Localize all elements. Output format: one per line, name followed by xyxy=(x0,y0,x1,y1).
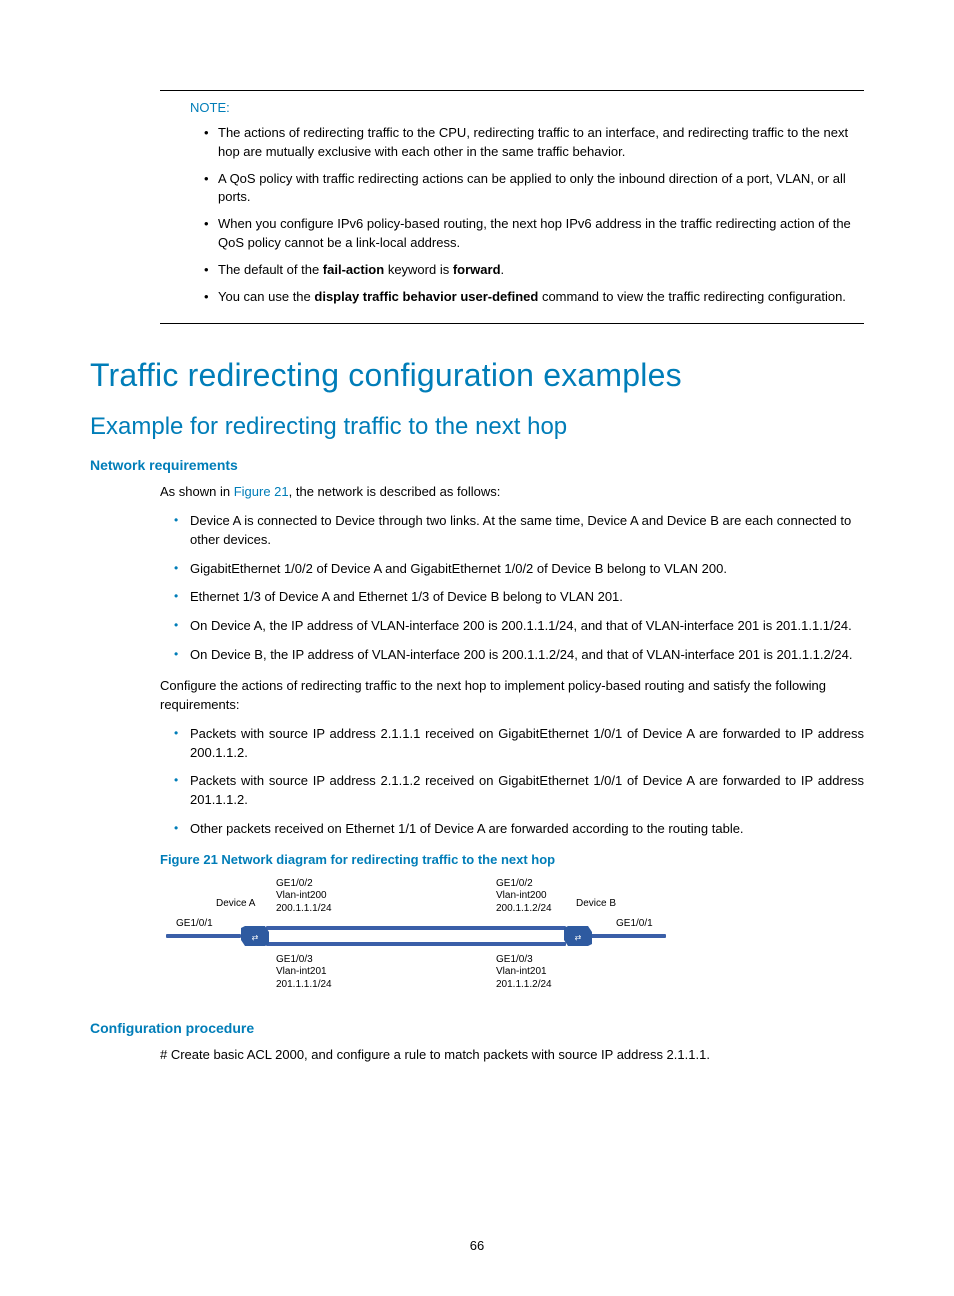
heading-2: Example for redirecting traffic to the n… xyxy=(90,410,864,445)
note-item: When you configure IPv6 policy-based rou… xyxy=(204,215,864,253)
heading-3-config-proc: Configuration procedure xyxy=(90,1018,864,1038)
switch-a-icon: ⇄ xyxy=(241,926,269,944)
figure-caption: Figure 21 Network diagram for redirectin… xyxy=(160,851,864,870)
list-item: Packets with source IP address 2.1.1.1 r… xyxy=(160,725,864,763)
procedure-line: # Create basic ACL 2000, and configure a… xyxy=(160,1046,864,1065)
config-intro: Configure the actions of redirecting tra… xyxy=(160,677,864,715)
heading-1: Traffic redirecting configuration exampl… xyxy=(90,352,864,398)
list-item: Ethernet 1/3 of Device A and Ethernet 1/… xyxy=(160,588,864,607)
label-a-bot: GE1/0/3 Vlan-int201 201.1.1.1/24 xyxy=(276,954,332,992)
label-device-a: Device A xyxy=(216,898,255,911)
page: NOTE: The actions of redirecting traffic… xyxy=(0,0,954,1296)
note-label: NOTE: xyxy=(190,99,864,118)
diagram-line xyxy=(591,934,666,938)
list-item: Device A is connected to Device through … xyxy=(160,512,864,550)
label-ge101-right: GE1/0/1 xyxy=(616,918,653,931)
page-number: 66 xyxy=(0,1237,954,1256)
list-item: Packets with source IP address 2.1.1.2 r… xyxy=(160,772,864,810)
note-box: NOTE: The actions of redirecting traffic… xyxy=(160,90,864,324)
label-ge101-left: GE1/0/1 xyxy=(176,918,213,931)
label-b-bot: GE1/0/3 Vlan-int201 201.1.1.2/24 xyxy=(496,954,552,992)
list-item: GigabitEthernet 1/0/2 of Device A and Gi… xyxy=(160,560,864,579)
content-column: NOTE: The actions of redirecting traffic… xyxy=(160,90,864,1065)
list-item: On Device B, the IP address of VLAN-inte… xyxy=(160,646,864,665)
note-list: The actions of redirecting traffic to th… xyxy=(190,124,864,307)
switch-b-icon: ⇄ xyxy=(564,926,592,944)
note-item: The actions of redirecting traffic to th… xyxy=(204,124,864,162)
intro-text: As shown in Figure 21, the network is de… xyxy=(160,483,864,502)
svg-text:⇄: ⇄ xyxy=(575,933,582,942)
label-a-top: GE1/0/2 Vlan-int200 200.1.1.1/24 xyxy=(276,878,332,916)
note-item: A QoS policy with traffic redirecting ac… xyxy=(204,170,864,208)
svg-text:⇄: ⇄ xyxy=(252,933,259,942)
heading-3-network-req: Network requirements xyxy=(90,455,864,475)
label-device-b: Device B xyxy=(576,898,616,911)
diagram-line xyxy=(166,934,241,938)
note-item: The default of the fail-action keyword i… xyxy=(204,261,864,280)
list-item: On Device A, the IP address of VLAN-inte… xyxy=(160,617,864,636)
diagram-line xyxy=(266,942,566,946)
requirements-list: Packets with source IP address 2.1.1.1 r… xyxy=(160,725,864,839)
diagram-line xyxy=(266,926,566,930)
network-diagram: ⇄ ⇄ Device A Device B GE1/0/1 GE1/0/1 GE… xyxy=(196,878,696,1008)
list-item: Other packets received on Ethernet 1/1 o… xyxy=(160,820,864,839)
label-b-top: GE1/0/2 Vlan-int200 200.1.1.2/24 xyxy=(496,878,552,916)
note-item: You can use the display traffic behavior… xyxy=(204,288,864,307)
network-list: Device A is connected to Device through … xyxy=(160,512,864,665)
